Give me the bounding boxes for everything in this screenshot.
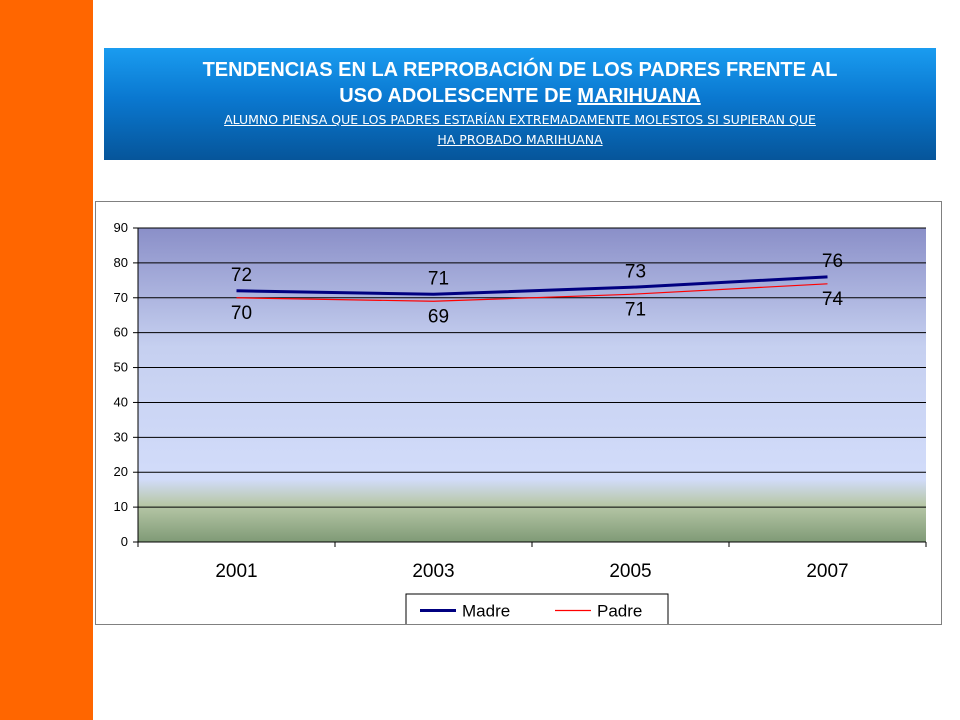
y-tick-label: 30 xyxy=(114,429,128,444)
side-accent-bar xyxy=(0,0,93,720)
data-label-madre: 71 xyxy=(428,268,449,289)
legend-label-madre: Madre xyxy=(462,602,510,621)
y-tick-label: 70 xyxy=(114,290,128,305)
data-label-padre: 71 xyxy=(625,299,646,320)
series-line-madre xyxy=(236,275,828,296)
subtitle-line-1: ALUMNO PIENSA QUE LOS PADRES ESTARÍAN EX… xyxy=(224,112,816,127)
title-banner: TENDENCIAS EN LA REPROBACIÓN DE LOS PADR… xyxy=(104,48,936,160)
data-label-madre: 73 xyxy=(625,261,646,282)
data-label-padre: 74 xyxy=(822,289,844,310)
chart-frame: 0 10 20 30 40 50 60 70 80 90 2001 2003 2005 2007 72 71… xyxy=(95,201,942,628)
chart-title: TENDENCIAS EN LA REPROBACIÓN DE LOS PADR… xyxy=(104,57,936,109)
x-tick-label: 2001 xyxy=(215,561,257,582)
y-tick-label: 90 xyxy=(114,220,128,235)
y-tick-label: 10 xyxy=(114,499,128,514)
data-label-padre: 70 xyxy=(231,303,252,324)
chart-subtitle: ALUMNO PIENSA QUE LOS PADRES ESTARÍAN EX… xyxy=(104,110,936,150)
y-tick-label: 60 xyxy=(114,325,128,340)
x-tick-label: 2005 xyxy=(609,561,651,582)
y-tick-label: 20 xyxy=(114,464,128,479)
x-tick-label: 2003 xyxy=(412,561,454,582)
y-tick-label: 80 xyxy=(114,255,128,270)
title-line-2-prefix: USO ADOLESCENTE DE xyxy=(339,85,578,107)
y-tick-label: 0 xyxy=(121,534,128,549)
data-label-padre: 69 xyxy=(428,306,449,327)
y-tick-label: 50 xyxy=(114,360,128,375)
title-line-1: TENDENCIAS EN LA REPROBACIÓN DE LOS PADR… xyxy=(202,59,838,81)
title-highlight: MARIHUANA xyxy=(577,85,701,107)
x-tick-label: 2007 xyxy=(806,561,848,582)
legend-label-padre: Padre xyxy=(597,602,642,621)
subtitle-line-2: HA PROBADO MARIHUANA xyxy=(437,132,603,147)
y-tick-label: 40 xyxy=(114,394,128,409)
data-label-madre: 76 xyxy=(822,251,843,272)
line-chart: 0 10 20 30 40 50 60 70 80 90 2001 2003 2005 2007 72 71… xyxy=(114,220,927,628)
plot-area xyxy=(138,228,926,542)
series-line-padre xyxy=(236,283,828,302)
title-line-2: USO ADOLESCENTE DE MARIHUANA xyxy=(104,83,936,109)
data-label-madre: 72 xyxy=(231,265,252,286)
